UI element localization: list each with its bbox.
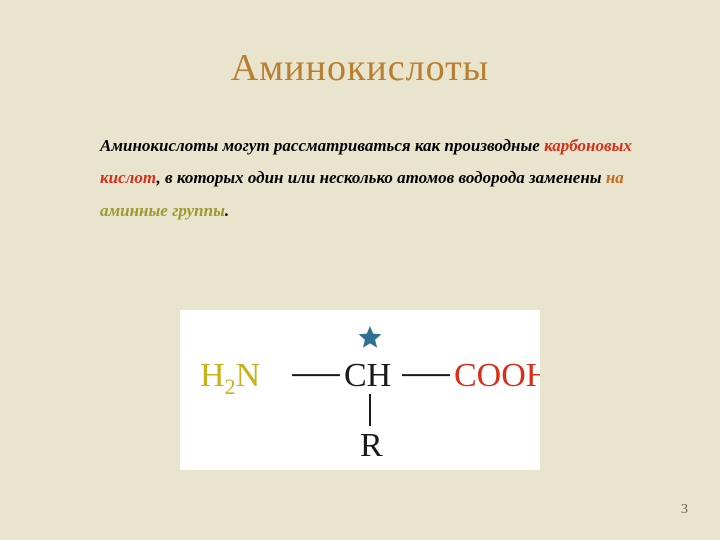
atom-h2n: H2N [200,357,260,399]
body-seg-amine: аминные группы [100,201,225,220]
atom-h2n-H: H [200,357,225,394]
body-seg-na: на [606,168,624,187]
star-icon [359,326,382,348]
page-number: 3 [681,502,688,518]
page-title: Аминокислоты [0,0,720,90]
atom-r: R [360,427,383,464]
atom-ch: CH [344,357,391,394]
body-seg-mid: , в которых один или несколько атомов во… [157,168,606,187]
body-paragraph: Аминокислоты могут рассматриваться как п… [100,130,640,227]
atom-cooh: COOH [454,357,540,394]
slide: Аминокислоты Аминокислоты могут рассматр… [0,0,720,540]
body-seg-end: . [225,201,229,220]
formula-svg: H2N CH COOH R [180,310,540,470]
chemical-formula: H2N CH COOH R [180,310,540,470]
atom-h2n-2: 2 [225,374,236,399]
atom-h2n-N: N [236,357,261,394]
body-seg-intro: Аминокислоты могут рассматриваться как п… [100,136,544,155]
